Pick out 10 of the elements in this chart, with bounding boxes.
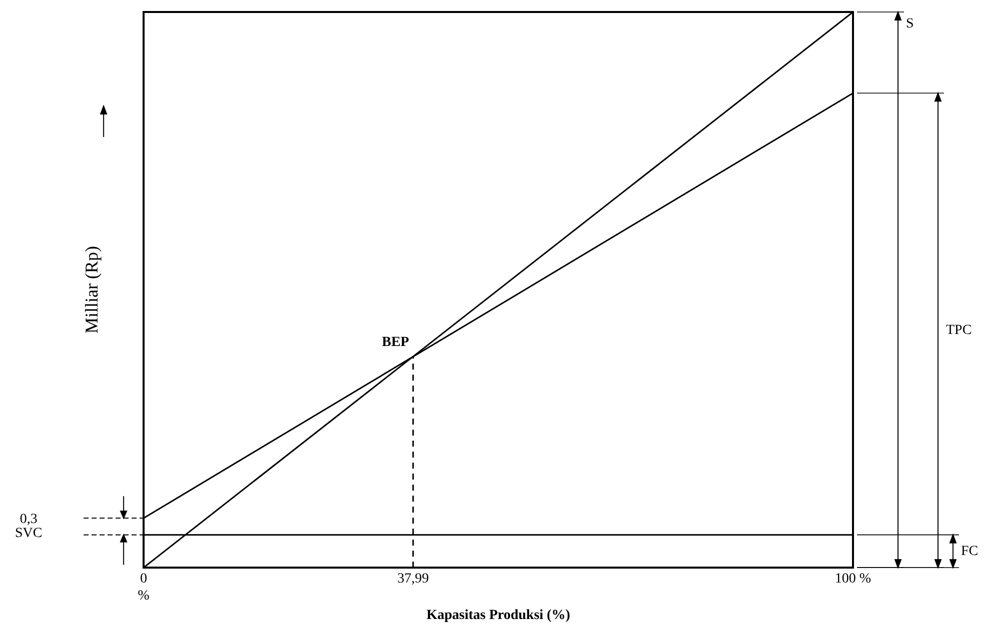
- legend-label: S: [906, 16, 914, 32]
- x-tick-label: 100 %: [834, 572, 872, 587]
- text: 0,3 SVC: [14, 512, 42, 542]
- legend-label: FC: [961, 544, 978, 559]
- y-axis-title: Milliar (Rp): [82, 246, 102, 334]
- text: TPC: [946, 323, 972, 338]
- x-tick-label: 37,99: [397, 572, 429, 587]
- annotation: BEP: [382, 335, 410, 350]
- x-axis-title: Kapasitas Produksi (%): [426, 608, 570, 624]
- x-tick-label: 0 %: [138, 572, 150, 604]
